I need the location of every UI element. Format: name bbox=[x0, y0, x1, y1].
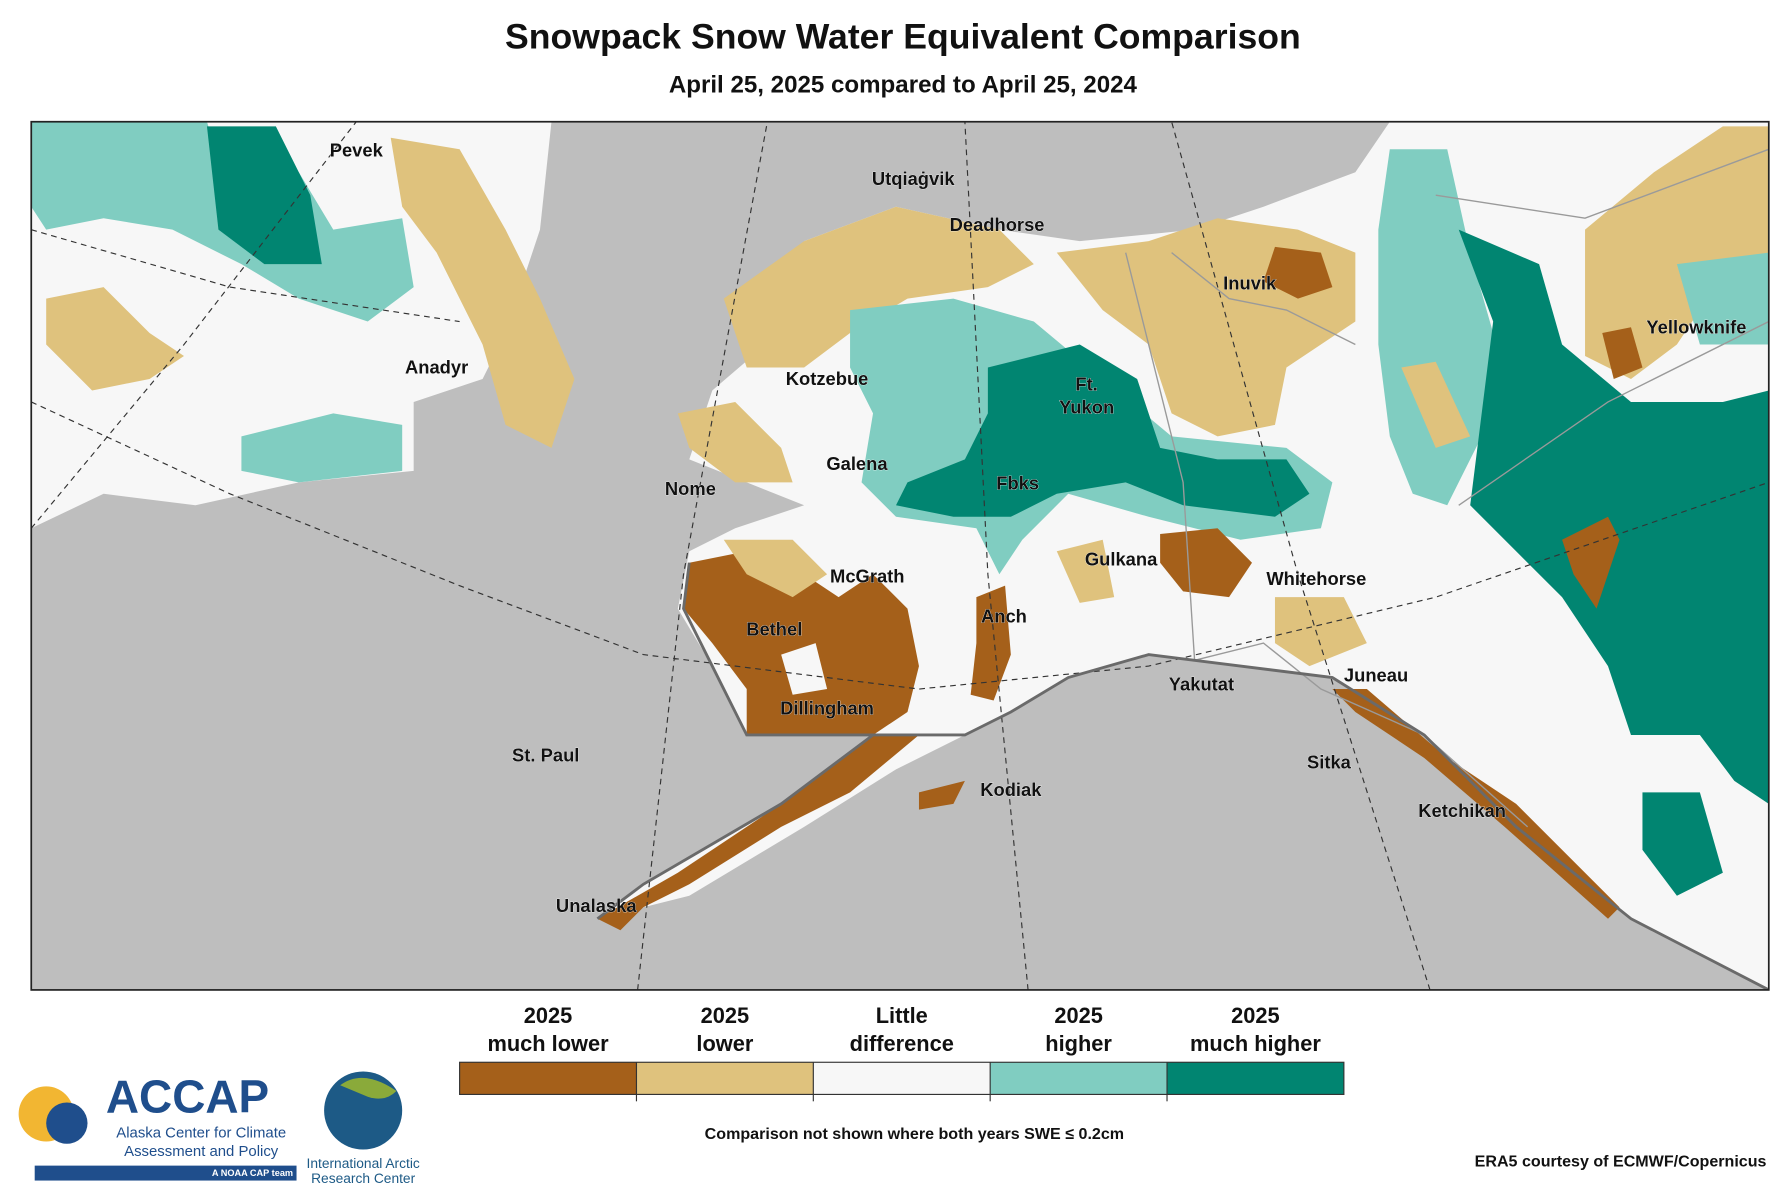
iarc-logo: International Arctic Research Center bbox=[307, 1071, 420, 1184]
legend-label: 2025 bbox=[701, 1003, 749, 1028]
coastline bbox=[596, 562, 1769, 990]
title: Snowpack Snow Water Equivalent Compariso… bbox=[505, 16, 1301, 56]
patch bbox=[46, 287, 184, 391]
patch bbox=[1642, 792, 1723, 896]
legend-swatch bbox=[990, 1062, 1168, 1095]
logo-line: International Arctic bbox=[307, 1156, 420, 1171]
logo-snowflake bbox=[46, 1102, 88, 1144]
city-label: Kodiak bbox=[980, 779, 1042, 800]
city-label: St. Paul bbox=[512, 745, 579, 766]
city-label: Juneau bbox=[1344, 664, 1408, 685]
legend-label: Little bbox=[876, 1003, 928, 1028]
patch bbox=[206, 126, 322, 265]
city-label: Inuvik bbox=[1223, 273, 1277, 294]
legend-swatch bbox=[813, 1062, 991, 1095]
city-label: Sitka bbox=[1307, 752, 1352, 773]
city-label: Ft. bbox=[1075, 374, 1097, 395]
legend-label: 2025 bbox=[1231, 1003, 1280, 1028]
legend-label: 2025 bbox=[1054, 1003, 1103, 1028]
legend-label: much higher bbox=[1190, 1031, 1321, 1056]
patch bbox=[1274, 597, 1367, 667]
patch bbox=[597, 734, 919, 931]
legend-frame bbox=[459, 1061, 1345, 1095]
patch bbox=[1160, 528, 1253, 598]
city-labels: Pevek Utqiaġvik Deadhorse Inuvik Yellowk… bbox=[329, 139, 1746, 916]
patch bbox=[970, 585, 1011, 701]
patch bbox=[723, 539, 828, 598]
legend-label: higher bbox=[1045, 1031, 1112, 1056]
legend-swatch bbox=[459, 1062, 637, 1095]
city-label: Yellowknife bbox=[1646, 316, 1746, 337]
patch bbox=[723, 206, 1034, 368]
legend-label: lower bbox=[696, 1031, 753, 1056]
city-label: Yukon bbox=[1059, 397, 1114, 418]
map: Pevek Utqiaġvik Deadhorse Inuvik Yellowk… bbox=[30, 120, 1770, 991]
patch bbox=[1263, 246, 1333, 299]
city-label: Anch bbox=[981, 606, 1027, 627]
city-label: Whitehorse bbox=[1266, 568, 1366, 589]
city-label: Pevek bbox=[330, 139, 384, 160]
legend-label: 2025 bbox=[524, 1003, 573, 1028]
city-label: Dillingham bbox=[780, 698, 874, 719]
logo-line: Alaska Center for Climate bbox=[116, 1124, 286, 1141]
source-note: ERA5 courtesy of ECMWF/Copernicus bbox=[1475, 1152, 1767, 1170]
legend-swatch bbox=[1167, 1062, 1344, 1095]
legend-label: difference bbox=[850, 1031, 954, 1056]
graticule bbox=[31, 121, 1769, 990]
patch bbox=[241, 413, 403, 483]
city-label: Galena bbox=[826, 453, 888, 474]
patch bbox=[1562, 516, 1620, 609]
legend-swatch bbox=[636, 1062, 814, 1095]
logo-name: ACCAP bbox=[106, 1070, 269, 1122]
city-label: Kotzebue bbox=[786, 368, 869, 389]
patch bbox=[1602, 327, 1643, 379]
accap-logo: ACCAP Alaska Center for Climate Assessme… bbox=[18, 1070, 297, 1181]
patch bbox=[896, 344, 1310, 517]
patch bbox=[781, 643, 828, 695]
legend: 2025 much lower 2025 lower Little difference 2… bbox=[459, 1003, 1345, 1102]
city-label: Anadyr bbox=[405, 356, 468, 377]
patch bbox=[918, 780, 965, 810]
city-label: Yakutat bbox=[1169, 673, 1234, 694]
patch bbox=[1056, 539, 1115, 603]
city-label: Bethel bbox=[746, 618, 802, 639]
city-label: Ketchikan bbox=[1418, 800, 1506, 821]
city-label: McGrath bbox=[830, 566, 904, 587]
city-label: Nome bbox=[665, 478, 716, 499]
border bbox=[1125, 148, 1769, 828]
subtitle: April 25, 2025 compared to April 25, 202… bbox=[669, 72, 1138, 99]
city-label: Unalaska bbox=[556, 895, 637, 916]
logo-bar bbox=[34, 1165, 297, 1181]
logo-line: Research Center bbox=[311, 1171, 415, 1184]
logo-line: Assessment and Policy bbox=[124, 1143, 279, 1160]
city-label: Utqiaġvik bbox=[872, 168, 955, 189]
patch bbox=[677, 401, 793, 483]
city-label: Gulkana bbox=[1085, 548, 1158, 569]
city-label: Fbks bbox=[996, 472, 1039, 493]
patch bbox=[390, 137, 575, 448]
logo-land bbox=[340, 1077, 397, 1099]
map-frame bbox=[30, 120, 1770, 991]
patch bbox=[1676, 252, 1769, 345]
threshold-note: Comparison not shown where both years SW… bbox=[705, 1125, 1124, 1143]
logo-tag: A NOAA CAP team bbox=[212, 1168, 293, 1178]
patch bbox=[1458, 229, 1769, 804]
patch bbox=[1332, 689, 1620, 919]
legend-label: much lower bbox=[487, 1031, 609, 1056]
patch bbox=[683, 551, 919, 735]
city-label: Deadhorse bbox=[950, 214, 1045, 235]
patch bbox=[1401, 361, 1471, 448]
patch bbox=[1585, 126, 1769, 379]
